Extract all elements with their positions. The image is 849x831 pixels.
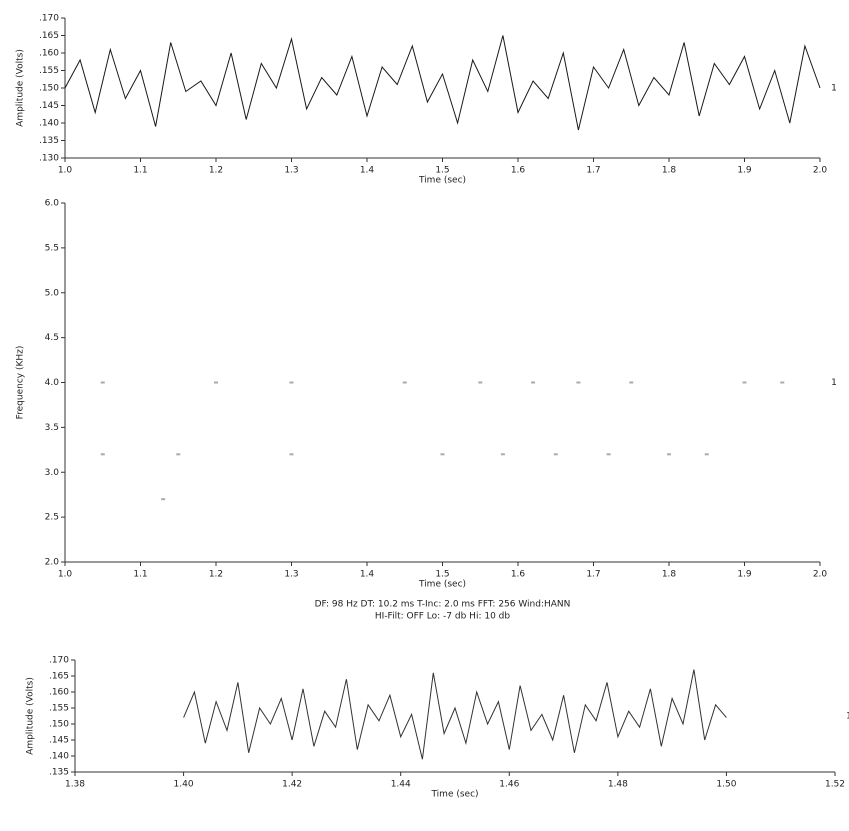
spectrogram-dot bbox=[500, 453, 505, 456]
spectrogram-dot bbox=[531, 381, 536, 384]
x-tick-label: 1.3 bbox=[284, 570, 298, 580]
spectrogram-dot bbox=[553, 453, 558, 456]
x-tick-label: 1.42 bbox=[282, 780, 302, 790]
x-tick-label: 1.9 bbox=[737, 570, 752, 580]
y-tick-label: 4.5 bbox=[45, 333, 59, 343]
spectrogram-dot bbox=[606, 453, 611, 456]
x-tick-label: 1.5 bbox=[435, 570, 449, 580]
spectrogram-dot bbox=[780, 381, 785, 384]
spectrogram-dot bbox=[214, 381, 218, 384]
spectrogram-dot bbox=[289, 453, 294, 456]
annotation: 1 bbox=[846, 712, 849, 722]
x-tick-label: 1.0 bbox=[58, 166, 73, 176]
annotation: 1 bbox=[831, 378, 837, 388]
spectrogram-dot bbox=[704, 453, 709, 456]
x-tick-label: 1.44 bbox=[391, 780, 411, 790]
x-tick-label: 1.3 bbox=[284, 166, 298, 176]
y-axis-label: Amplitude (Volts) bbox=[26, 677, 36, 755]
x-tick-label: 1.5 bbox=[435, 166, 449, 176]
y-axis-label: Frequency (KHz) bbox=[16, 346, 26, 420]
x-tick-label: 1.1 bbox=[133, 570, 147, 580]
x-tick-label: 1.4 bbox=[360, 166, 375, 176]
y-tick-label: .130 bbox=[39, 154, 59, 164]
y-tick-label: 2.0 bbox=[45, 558, 60, 568]
x-tick-label: 1.0 bbox=[58, 570, 73, 580]
y-tick-label: 5.5 bbox=[45, 243, 59, 253]
spectrogram-dot bbox=[667, 453, 671, 456]
x-tick-label: 1.9 bbox=[737, 166, 752, 176]
y-tick-label: .170 bbox=[39, 14, 59, 24]
x-tick-label: 1.38 bbox=[65, 780, 85, 790]
spectrogram-dot bbox=[176, 453, 181, 456]
x-tick-label: 1.1 bbox=[133, 166, 147, 176]
x-axis-label: Time (sec) bbox=[418, 580, 466, 590]
y-tick-label: .170 bbox=[49, 656, 69, 666]
x-tick-label: 1.7 bbox=[586, 570, 600, 580]
spectrogram-dot bbox=[100, 381, 105, 384]
spectrogram-dot bbox=[440, 453, 445, 456]
x-tick-label: 1.8 bbox=[662, 166, 677, 176]
spectrogram-dot bbox=[478, 381, 483, 384]
y-tick-label: .165 bbox=[39, 31, 59, 41]
y-tick-label: .160 bbox=[39, 49, 59, 59]
spectrogram-dot bbox=[576, 381, 581, 384]
annotation: 1 bbox=[831, 84, 837, 94]
x-tick-label: 1.40 bbox=[174, 780, 194, 790]
y-tick-label: .145 bbox=[39, 101, 59, 111]
spectrogram-dot bbox=[100, 453, 105, 456]
spectrogram-dot bbox=[161, 498, 166, 501]
x-tick-label: 2.0 bbox=[813, 166, 828, 176]
x-tick-label: 1.46 bbox=[499, 780, 519, 790]
waveform bbox=[183, 669, 727, 760]
y-tick-label: 4.0 bbox=[45, 378, 60, 388]
x-axis-label: Time (sec) bbox=[418, 176, 466, 186]
y-tick-label: 5.0 bbox=[45, 288, 60, 298]
y-tick-label: .160 bbox=[49, 688, 69, 698]
y-tick-label: 3.5 bbox=[45, 423, 59, 433]
waveform bbox=[64, 35, 821, 131]
y-tick-label: .150 bbox=[49, 720, 69, 730]
caption: HI-Filt: OFF Lo: -7 db Hi: 10 db bbox=[375, 612, 510, 622]
y-tick-label: .140 bbox=[49, 752, 69, 762]
y-tick-label: 2.5 bbox=[45, 513, 59, 523]
x-tick-label: 1.7 bbox=[586, 166, 600, 176]
x-tick-label: 1.50 bbox=[716, 780, 736, 790]
y-tick-label: 6.0 bbox=[45, 199, 60, 209]
caption: DF: 98 Hz DT: 10.2 ms T-Inc: 2.0 ms FFT:… bbox=[315, 600, 571, 610]
x-tick-label: 2.0 bbox=[813, 570, 828, 580]
y-tick-label: .135 bbox=[49, 768, 69, 778]
spectrogram-dot bbox=[629, 381, 634, 384]
x-tick-label: 1.52 bbox=[825, 780, 845, 790]
y-tick-label: .155 bbox=[49, 704, 69, 714]
x-axis-label: Time (sec) bbox=[430, 790, 478, 800]
spectrogram-dot bbox=[289, 381, 294, 384]
y-tick-label: .165 bbox=[49, 672, 69, 682]
x-tick-label: 1.6 bbox=[511, 570, 526, 580]
x-tick-label: 1.6 bbox=[511, 166, 526, 176]
y-tick-label: .135 bbox=[39, 136, 59, 146]
spectrogram-dot bbox=[402, 381, 407, 384]
y-tick-label: 3.0 bbox=[45, 468, 60, 478]
x-tick-label: 1.8 bbox=[662, 570, 677, 580]
y-tick-label: .140 bbox=[39, 119, 59, 129]
x-tick-label: 1.2 bbox=[209, 570, 223, 580]
x-tick-label: 1.2 bbox=[209, 166, 223, 176]
x-tick-label: 1.48 bbox=[608, 780, 628, 790]
y-tick-label: .150 bbox=[39, 84, 59, 94]
y-axis-label: Amplitude (Volts) bbox=[16, 49, 26, 127]
y-tick-label: .145 bbox=[49, 736, 69, 746]
x-tick-label: 1.4 bbox=[360, 570, 375, 580]
y-tick-label: .155 bbox=[39, 66, 59, 76]
spectrogram-dot bbox=[742, 381, 747, 384]
